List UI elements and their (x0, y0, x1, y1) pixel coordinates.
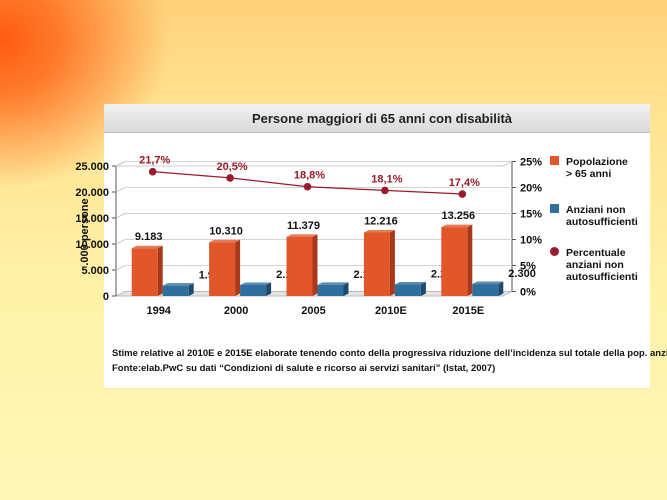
footnote-estimates: Stime relative al 2010E e 2015E elaborat… (112, 348, 667, 359)
footnote-source: Fonte:elab.PwC su dati “Condizioni di sa… (112, 363, 496, 374)
y-axis-title: .000 persone (79, 198, 91, 265)
chart-title: Persone maggiori di 65 anni con disabili… (251, 110, 513, 126)
chart-card: Persone maggiori di 65 anni con disabili… (104, 104, 650, 388)
chart-title-bar: Persone maggiori di 65 anni con disabili… (104, 104, 650, 133)
